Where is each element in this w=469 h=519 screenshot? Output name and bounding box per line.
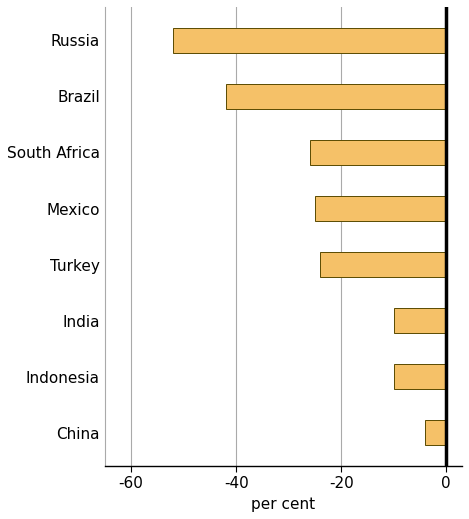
Bar [394, 364, 446, 389]
Bar [173, 28, 446, 53]
Bar [425, 420, 446, 445]
Bar [320, 252, 446, 277]
X-axis label: per cent: per cent [251, 497, 316, 512]
Bar [315, 196, 446, 221]
Bar [226, 84, 446, 109]
Bar [310, 140, 446, 165]
Bar [394, 308, 446, 333]
